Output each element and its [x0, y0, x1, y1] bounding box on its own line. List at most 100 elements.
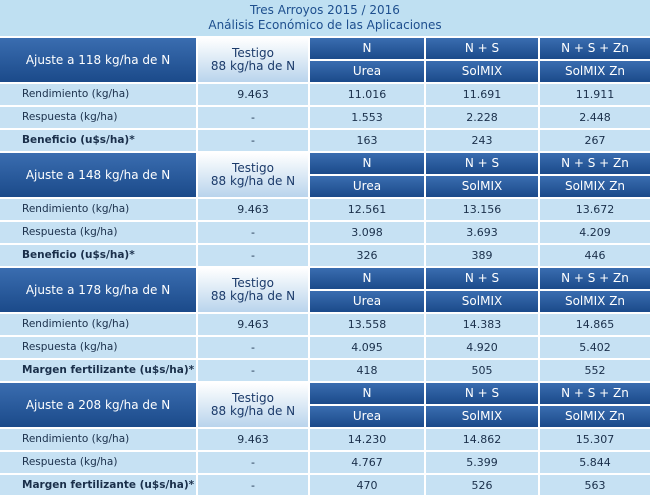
- row-label: Beneficio (u$s/ha)*: [0, 130, 196, 151]
- product-header: Urea: [310, 291, 424, 312]
- text: N + S + Zn: [561, 271, 629, 285]
- value: 4.209: [540, 222, 650, 243]
- text: 326: [356, 249, 378, 262]
- value: -: [198, 245, 308, 266]
- text: 9.463: [237, 203, 269, 216]
- text: N + S: [464, 41, 500, 55]
- text: Urea: [352, 409, 382, 423]
- value: 11.691: [426, 84, 538, 105]
- text: N + S: [464, 386, 500, 400]
- text: 446: [584, 249, 606, 262]
- text: 243: [471, 134, 493, 147]
- product-header: SolMIX Zn: [540, 176, 650, 197]
- value: 267: [540, 130, 650, 151]
- title: Tres Arroyos 2015 / 2016 Análisis Económi…: [0, 0, 650, 36]
- text: Rendimiento (kg/ha): [22, 318, 130, 330]
- nutrient-header: N: [310, 268, 424, 289]
- text: Testigo: [232, 276, 274, 290]
- value: -: [198, 475, 308, 495]
- text: Margen fertilizante (u$s/ha)*: [22, 479, 195, 491]
- text: Respuesta (kg/ha): [22, 456, 118, 468]
- text: 3.693: [466, 226, 498, 239]
- value: 14.230: [310, 429, 424, 450]
- text: 563: [584, 479, 606, 492]
- text: 9.463: [237, 88, 269, 101]
- text: 88 kg/ha de N: [210, 59, 296, 73]
- nutrient-header: N: [310, 153, 424, 174]
- value: 5.402: [540, 337, 650, 358]
- nutrient-header: N: [310, 38, 424, 59]
- text: Testigo: [232, 391, 274, 405]
- value: 1.553: [310, 107, 424, 128]
- text: N + S + Zn: [561, 156, 629, 170]
- nutrient-header: N + S: [426, 153, 538, 174]
- value: 9.463: [198, 84, 308, 105]
- value: 2.228: [426, 107, 538, 128]
- text: 12.561: [347, 203, 387, 216]
- text: Análisis Económico de las Aplicaciones: [208, 18, 442, 32]
- value: -: [198, 107, 308, 128]
- text: 14.862: [462, 433, 502, 446]
- text: 4.920: [466, 341, 498, 354]
- value: 3.693: [426, 222, 538, 243]
- value: 14.862: [426, 429, 538, 450]
- value: 243: [426, 130, 538, 151]
- text: 9.463: [237, 433, 269, 446]
- text: N: [362, 386, 372, 400]
- text: 5.399: [466, 456, 498, 469]
- text: Urea: [352, 294, 382, 308]
- nutrient-header: N + S: [426, 38, 538, 59]
- text: SolMIX: [461, 294, 503, 308]
- text: Respuesta (kg/ha): [22, 341, 118, 353]
- text: Rendimiento (kg/ha): [22, 433, 130, 445]
- row-label: Respuesta (kg/ha): [0, 337, 196, 358]
- text: Respuesta (kg/ha): [22, 226, 118, 238]
- text: 3.098: [351, 226, 383, 239]
- text: Beneficio (u$s/ha)*: [22, 249, 135, 261]
- text: SolMIX Zn: [564, 64, 626, 78]
- text: N: [362, 271, 372, 285]
- testigo-header: Testigo 88 kg/ha de N: [198, 268, 308, 312]
- text: 14.383: [462, 318, 502, 331]
- text: 13.672: [575, 203, 615, 216]
- nutrient-header: N + S + Zn: [540, 383, 650, 404]
- text: 5.402: [579, 341, 611, 354]
- text: -: [251, 341, 255, 354]
- text: N + S: [464, 271, 500, 285]
- text: 11.911: [575, 88, 615, 101]
- value: 13.558: [310, 314, 424, 335]
- text: Ajuste a 118 kg/ha de N: [25, 52, 171, 67]
- value: 5.844: [540, 452, 650, 473]
- text: 11.691: [462, 88, 502, 101]
- value: 505: [426, 360, 538, 381]
- text: SolMIX Zn: [564, 409, 626, 423]
- nutrient-header: N + S + Zn: [540, 38, 650, 59]
- text: 163: [356, 134, 378, 147]
- text: 4.767: [351, 456, 383, 469]
- value: 389: [426, 245, 538, 266]
- row-label: Rendimiento (kg/ha): [0, 429, 196, 450]
- product-header: SolMIX Zn: [540, 291, 650, 312]
- text: N: [362, 41, 372, 55]
- nutrient-header: N + S + Zn: [540, 268, 650, 289]
- text: -: [251, 479, 255, 492]
- row-label: Rendimiento (kg/ha): [0, 199, 196, 220]
- text: 5.844: [579, 456, 611, 469]
- value: 11.911: [540, 84, 650, 105]
- value: 163: [310, 130, 424, 151]
- value: -: [198, 222, 308, 243]
- block-label: Ajuste a 208 kg/ha de N: [0, 383, 196, 427]
- value: 14.383: [426, 314, 538, 335]
- value: -: [198, 452, 308, 473]
- text: SolMIX: [461, 64, 503, 78]
- testigo-header: Testigo 88 kg/ha de N: [198, 153, 308, 197]
- text: N + S + Zn: [561, 386, 629, 400]
- nutrient-header: N + S + Zn: [540, 153, 650, 174]
- text: 418: [356, 364, 378, 377]
- text: -: [251, 134, 255, 147]
- nutrient-header: N + S: [426, 383, 538, 404]
- text: Testigo: [232, 46, 274, 60]
- value: 5.399: [426, 452, 538, 473]
- text: Respuesta (kg/ha): [22, 111, 118, 123]
- value: 418: [310, 360, 424, 381]
